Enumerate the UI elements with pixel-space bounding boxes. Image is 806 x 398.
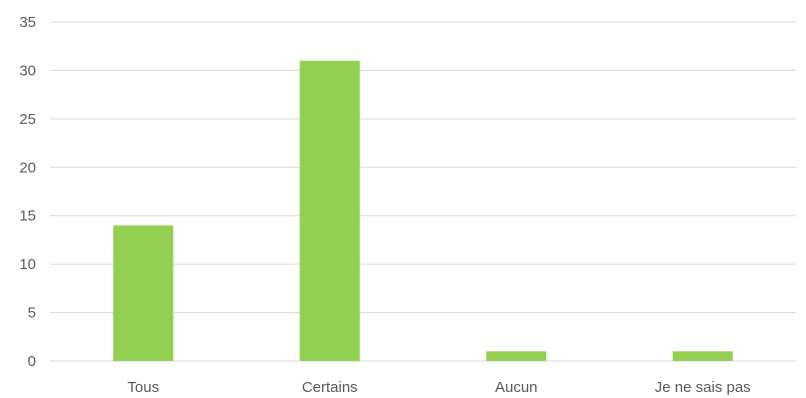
x-tick-label: Tous — [127, 379, 159, 396]
y-axis-ticks: 0 5 10 15 20 25 30 35 — [19, 14, 36, 370]
y-tick-label: 30 — [19, 62, 36, 79]
bar-aucun — [486, 351, 547, 361]
x-axis-ticks: Tous Certains Aucun Je ne sais pas — [127, 379, 750, 396]
y-tick-label: 15 — [19, 208, 36, 225]
bar-tous — [113, 225, 174, 361]
x-tick-label: Certains — [302, 379, 358, 396]
gridlines — [50, 21, 796, 362]
bar-certains — [299, 60, 360, 361]
y-tick-label: 0 — [28, 353, 36, 370]
x-tick-label: Aucun — [495, 379, 538, 396]
y-tick-label: 20 — [19, 159, 36, 176]
y-tick-label: 10 — [19, 256, 36, 273]
y-tick-label: 5 — [28, 305, 36, 322]
y-tick-label: 35 — [19, 14, 36, 31]
y-tick-label: 25 — [19, 111, 36, 128]
bar-je-ne-sais-pas — [672, 351, 733, 361]
x-tick-label: Je ne sais pas — [655, 379, 751, 396]
bars — [113, 60, 733, 361]
